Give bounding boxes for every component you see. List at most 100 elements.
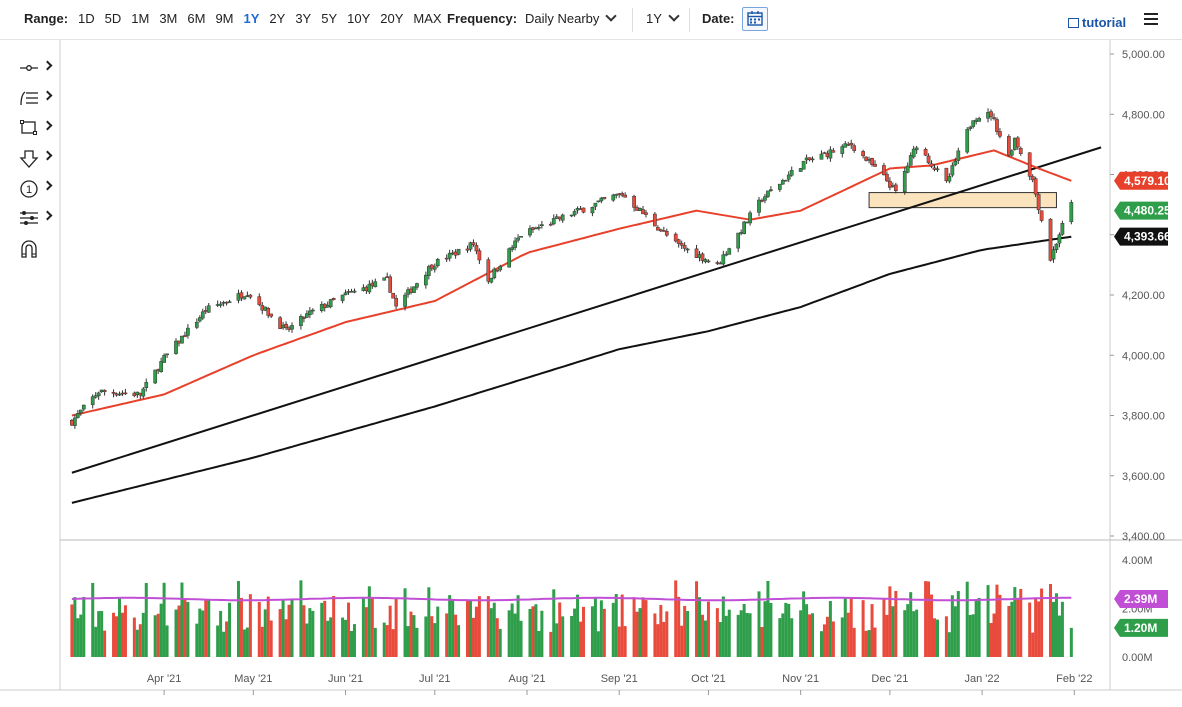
volume-bar (989, 623, 993, 657)
candle (260, 305, 265, 311)
tutorial-link[interactable]: tutorial (1068, 15, 1126, 30)
range-button-10y[interactable]: 10Y (347, 11, 371, 26)
magnet-tool[interactable] (14, 236, 58, 260)
candle (165, 353, 169, 356)
volume-bar (388, 605, 392, 657)
range-button-20y[interactable]: 20Y (380, 11, 404, 26)
candle (947, 176, 952, 182)
candle (257, 296, 262, 305)
volume-bar (352, 624, 356, 657)
volume-bar (706, 601, 710, 657)
candle (873, 163, 877, 167)
volume-bar (558, 602, 562, 657)
candle (902, 171, 907, 192)
range-button-5y[interactable]: 5Y (321, 11, 338, 26)
volume-bar (909, 592, 913, 657)
range-button-1m[interactable]: 1M (131, 11, 150, 26)
volume-bar (1040, 588, 1044, 657)
candle (352, 290, 357, 293)
candle (929, 163, 934, 167)
candle (308, 310, 312, 316)
volume-bar (998, 594, 1002, 657)
range-button-3y[interactable]: 3Y (295, 11, 312, 26)
candle (236, 293, 241, 301)
volume-bar (757, 591, 761, 657)
candle (1039, 210, 1044, 221)
range-button-3m[interactable]: 3M (159, 11, 178, 26)
candle (861, 151, 865, 157)
arrow-tool[interactable] (14, 146, 58, 170)
volume-bar (555, 623, 559, 657)
volume-bar (760, 626, 764, 657)
range-button-1d[interactable]: 1D (78, 11, 95, 26)
candle (1048, 218, 1053, 261)
volume-bar (123, 605, 127, 657)
volume-bar (370, 597, 374, 657)
candle (656, 227, 660, 231)
annotation-tool[interactable]: 1 (14, 176, 58, 200)
candle (305, 313, 309, 318)
volume-bar (870, 604, 874, 657)
volume-bar (680, 625, 684, 657)
volume-bar (602, 608, 606, 657)
candle (953, 160, 958, 166)
volume-bar (94, 626, 98, 657)
candle (822, 152, 827, 154)
range-button-6m[interactable]: 6M (187, 11, 206, 26)
candle (159, 361, 163, 372)
candle (798, 168, 803, 172)
candle (661, 230, 666, 232)
crosshair-tool[interactable] (14, 56, 58, 80)
volume-bar (644, 600, 648, 657)
candle (578, 208, 583, 210)
frequency-select[interactable]: Daily Nearby (525, 10, 618, 26)
candle (1018, 147, 1023, 154)
candle (373, 281, 378, 288)
volume-bar (971, 614, 975, 657)
crosshair-icon (20, 65, 38, 71)
range-button-9m[interactable]: 9M (215, 11, 234, 26)
volume-bar (361, 597, 365, 657)
range-button-max[interactable]: MAX (413, 11, 442, 26)
period-select[interactable]: 1Y (646, 10, 680, 26)
fib-tool[interactable] (14, 86, 58, 110)
calendar-button[interactable] (742, 7, 768, 31)
indicator-tool[interactable] (14, 206, 58, 230)
candle (596, 200, 601, 203)
range-button-1y[interactable]: 1Y (243, 11, 260, 26)
magnet-icon (21, 240, 37, 258)
chart-area[interactable]: 5,000.004,800.004,600.004,400.004,200.00… (0, 40, 1182, 707)
volume-bar (1049, 583, 1053, 657)
candle (489, 278, 494, 283)
candle (1012, 137, 1017, 150)
range-button-5d[interactable]: 5D (104, 11, 122, 26)
candle (177, 340, 181, 344)
candle (1036, 193, 1041, 211)
volume-average-badge-text: 2.39M (1124, 592, 1157, 606)
support-zone[interactable] (868, 192, 1057, 209)
candle (516, 237, 520, 241)
candle (998, 131, 1002, 137)
candle (831, 150, 836, 153)
y-tick-label: 5,000.00 (1122, 49, 1165, 61)
volume-bar (965, 581, 969, 657)
candle (310, 309, 315, 312)
volume-bar (305, 623, 309, 657)
volume-bar (382, 622, 386, 657)
volume-bar (454, 614, 458, 657)
candle (465, 248, 470, 251)
candle (325, 304, 330, 308)
candle (141, 388, 146, 397)
trendline[interactable] (71, 146, 1102, 474)
candle (343, 292, 348, 296)
candle (287, 327, 291, 330)
hamburger-menu-icon[interactable] (1144, 13, 1158, 25)
rectangle-tool[interactable] (14, 116, 58, 140)
candle (569, 214, 574, 217)
ma200-badge-text: 4,393.66 (1124, 230, 1171, 244)
range-button-2y[interactable]: 2Y (269, 11, 286, 26)
volume-bar (576, 594, 580, 657)
candle (406, 289, 410, 295)
volume-bar (222, 631, 226, 657)
candle (424, 274, 428, 286)
